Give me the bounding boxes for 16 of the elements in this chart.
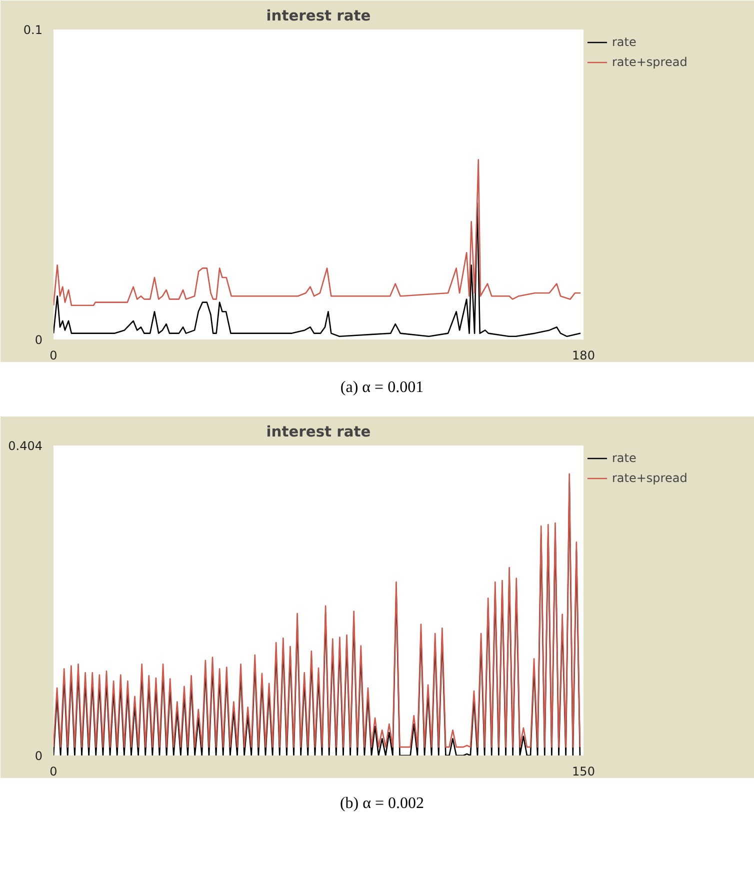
line-series — [54, 159, 582, 306]
x-tick-label: 180 — [572, 348, 595, 362]
chart-title: interest rate — [266, 424, 371, 440]
legend-label: rate — [612, 451, 636, 465]
y-tick-label: 0 — [34, 749, 43, 763]
y-tick-label: 0 — [34, 333, 43, 347]
line-series — [54, 202, 582, 338]
legend-label: rate — [612, 35, 636, 49]
legend-label: rate+spread — [612, 471, 688, 485]
chart-title: interest rate — [266, 8, 371, 24]
legend-label: rate+spread — [612, 55, 688, 69]
y-tick-label: 0.1 — [23, 23, 43, 37]
x-tick-label: 150 — [572, 764, 595, 778]
y-tick-label: 0.404 — [8, 439, 43, 453]
text: (a) α = 0.001 — [339, 378, 425, 398]
text: (b) α = 0.002 — [338, 794, 426, 814]
